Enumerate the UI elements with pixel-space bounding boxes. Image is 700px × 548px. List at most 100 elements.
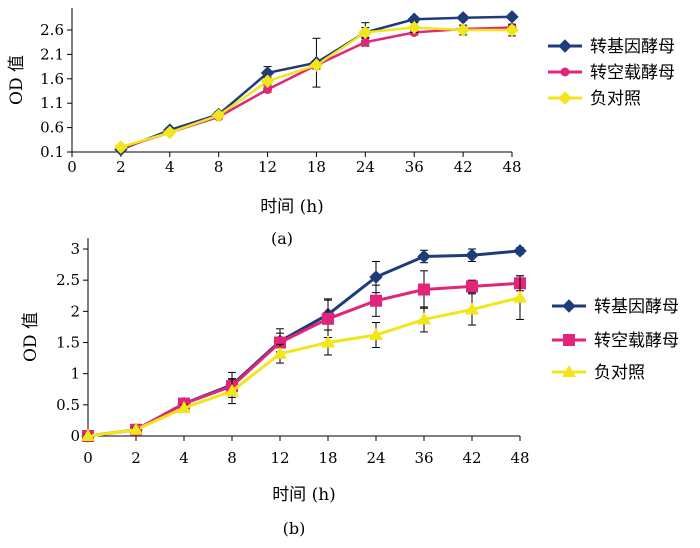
legend-label: 负对照 [594, 363, 645, 383]
x-tick-label: 48 [510, 449, 529, 467]
x-tick-label: 12 [258, 158, 277, 176]
legend-marker [562, 365, 576, 377]
legend-marker [562, 299, 576, 313]
data-point [417, 249, 431, 264]
data-point [309, 58, 324, 72]
x-tick-label: 2 [116, 158, 126, 176]
data-point [81, 429, 95, 441]
data-point [456, 23, 470, 37]
y-tick-label: 2.6 [40, 21, 64, 39]
series-transgenic [81, 244, 527, 443]
x-tick-label: 24 [366, 449, 385, 467]
x-tick-label: 2 [131, 449, 141, 467]
legend-item-empty_vector: 转空载酵母 [552, 331, 679, 351]
legend-label: 转空载酵母 [590, 63, 675, 83]
data-point [465, 248, 479, 262]
y-tick-label: 1.1 [40, 94, 64, 112]
x-tick-label: 0 [83, 449, 93, 467]
data-point [321, 335, 335, 348]
data-point [129, 422, 143, 435]
y-tick-label: 0.5 [56, 396, 80, 414]
legend-item-negative: 负对照 [552, 363, 645, 383]
x-tick-label: 36 [414, 449, 433, 467]
legend-marker [560, 67, 570, 77]
x-axis-label: 时间 (h) [272, 485, 336, 505]
y-tick-label: 2 [70, 302, 80, 320]
x-tick-label: 18 [318, 449, 337, 467]
data-point [418, 283, 430, 296]
data-point [417, 312, 431, 325]
series-line [87, 281, 521, 438]
data-point [466, 280, 478, 293]
x-tick-label: 8 [227, 449, 237, 467]
x-axis-label: 时间 (h) [260, 197, 324, 217]
data-point [163, 125, 177, 140]
series-negative [114, 20, 519, 154]
legend-item-empty_vector: 转空载酵母 [548, 63, 675, 83]
data-point [114, 140, 128, 154]
data-point [456, 11, 470, 25]
data-point [465, 302, 479, 315]
data-point [211, 108, 226, 123]
y-tick-label: 0.1 [40, 143, 64, 161]
legend-item-negative: 负对照 [548, 89, 641, 109]
legend-label: 转空载酵母 [594, 331, 679, 351]
data-point [225, 384, 239, 397]
x-tick-label: 4 [165, 158, 175, 176]
legend-marker [563, 334, 575, 346]
y-tick-label: 3 [70, 240, 80, 258]
panel-label: (b) [283, 519, 306, 538]
legend-label: 转基因酵母 [594, 297, 679, 317]
data-point [369, 270, 383, 284]
x-tick-label: 4 [179, 449, 189, 467]
legend-label: 负对照 [590, 89, 641, 109]
legend-item-transgenic: 转基因酵母 [552, 297, 679, 317]
series-negative [81, 275, 527, 441]
x-tick-label: 8 [214, 158, 224, 176]
series-line [87, 296, 521, 438]
legend-label: 转基因酵母 [590, 37, 675, 57]
legend-marker [558, 39, 572, 53]
data-point [260, 74, 275, 88]
legend-item-transgenic: 转基因酵母 [548, 37, 675, 57]
data-point [407, 20, 421, 35]
data-point [358, 25, 373, 40]
data-point [360, 37, 370, 47]
data-point [263, 85, 273, 95]
data-point [505, 10, 519, 24]
data-point [273, 346, 287, 359]
series-empty_vector [82, 270, 526, 442]
data-point [322, 312, 334, 325]
x-tick-label: 48 [502, 158, 521, 176]
data-point [274, 336, 286, 349]
y-tick-label: 2.5 [56, 271, 80, 289]
series-line [87, 249, 521, 438]
data-point [370, 294, 382, 307]
panel-label: (a) [271, 229, 293, 248]
y-tick-label: 0.6 [40, 119, 64, 137]
y-tick-label: 2.1 [40, 45, 64, 63]
x-tick-label: 0 [67, 158, 77, 176]
x-tick-label: 12 [270, 449, 289, 467]
data-point [177, 400, 191, 413]
y-tick-label: 0 [70, 427, 80, 445]
data-point [513, 244, 527, 258]
x-tick-label: 24 [356, 158, 375, 176]
x-tick-label: 18 [307, 158, 326, 176]
data-point [513, 290, 527, 303]
y-tick-label: 1.5 [56, 334, 80, 352]
x-tick-label: 42 [462, 449, 481, 467]
y-tick-label: 1 [70, 365, 80, 383]
y-axis-label: OD 值 [21, 312, 41, 362]
y-tick-label: 1.6 [40, 70, 64, 88]
series-transgenic [114, 10, 519, 157]
data-point [505, 23, 519, 37]
data-point [369, 328, 383, 341]
x-tick-label: 36 [405, 158, 424, 176]
legend-marker [558, 91, 572, 105]
y-axis-label: OD 值 [7, 55, 27, 105]
x-tick-label: 42 [454, 158, 473, 176]
